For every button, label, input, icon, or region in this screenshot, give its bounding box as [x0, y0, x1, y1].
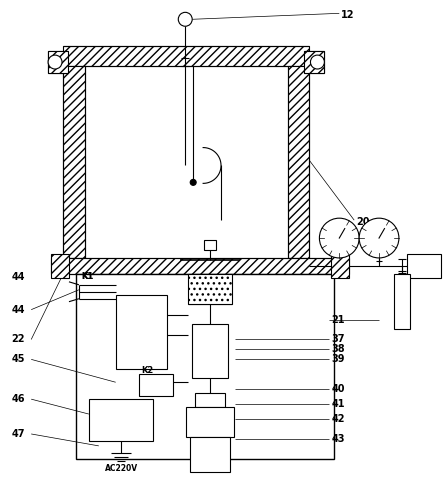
Bar: [48, 51, 68, 73]
Text: 21: 21: [332, 315, 345, 325]
Bar: [116, 295, 168, 369]
Bar: [63, 66, 85, 258]
Text: 47: 47: [11, 429, 25, 439]
Bar: [394, 274, 410, 329]
Text: 43: 43: [332, 434, 345, 444]
Bar: [186, 407, 234, 437]
Text: 20: 20: [356, 217, 370, 227]
Text: K2: K2: [142, 366, 154, 375]
Text: 46: 46: [11, 394, 25, 404]
Circle shape: [48, 55, 62, 69]
Bar: [195, 393, 225, 407]
Circle shape: [319, 218, 359, 258]
Circle shape: [178, 12, 192, 26]
Text: 45: 45: [11, 354, 25, 364]
Circle shape: [190, 179, 196, 185]
Bar: [190, 437, 230, 472]
Bar: [407, 254, 441, 278]
Text: K1: K1: [81, 272, 93, 281]
Bar: [305, 51, 324, 73]
Bar: [51, 254, 69, 278]
Circle shape: [310, 55, 324, 69]
Bar: [192, 324, 228, 378]
Text: AC220V: AC220V: [105, 464, 138, 473]
Text: 42: 42: [332, 414, 345, 424]
Text: 44: 44: [11, 272, 25, 282]
Bar: [204, 240, 216, 250]
Bar: [188, 274, 232, 304]
Bar: [63, 46, 310, 66]
Text: K1: K1: [81, 272, 93, 281]
Bar: [138, 374, 173, 396]
Text: 12: 12: [341, 10, 355, 20]
Text: 39: 39: [332, 354, 345, 364]
Text: 22: 22: [11, 334, 25, 344]
Bar: [288, 66, 310, 258]
Bar: [89, 399, 154, 441]
Bar: [51, 258, 349, 274]
Bar: [332, 254, 349, 278]
Bar: [76, 274, 334, 459]
Text: 37: 37: [332, 334, 345, 344]
Text: 38: 38: [332, 344, 345, 354]
Circle shape: [359, 218, 399, 258]
Text: 41: 41: [332, 399, 345, 409]
Text: 40: 40: [332, 384, 345, 394]
Text: 44: 44: [11, 305, 25, 315]
